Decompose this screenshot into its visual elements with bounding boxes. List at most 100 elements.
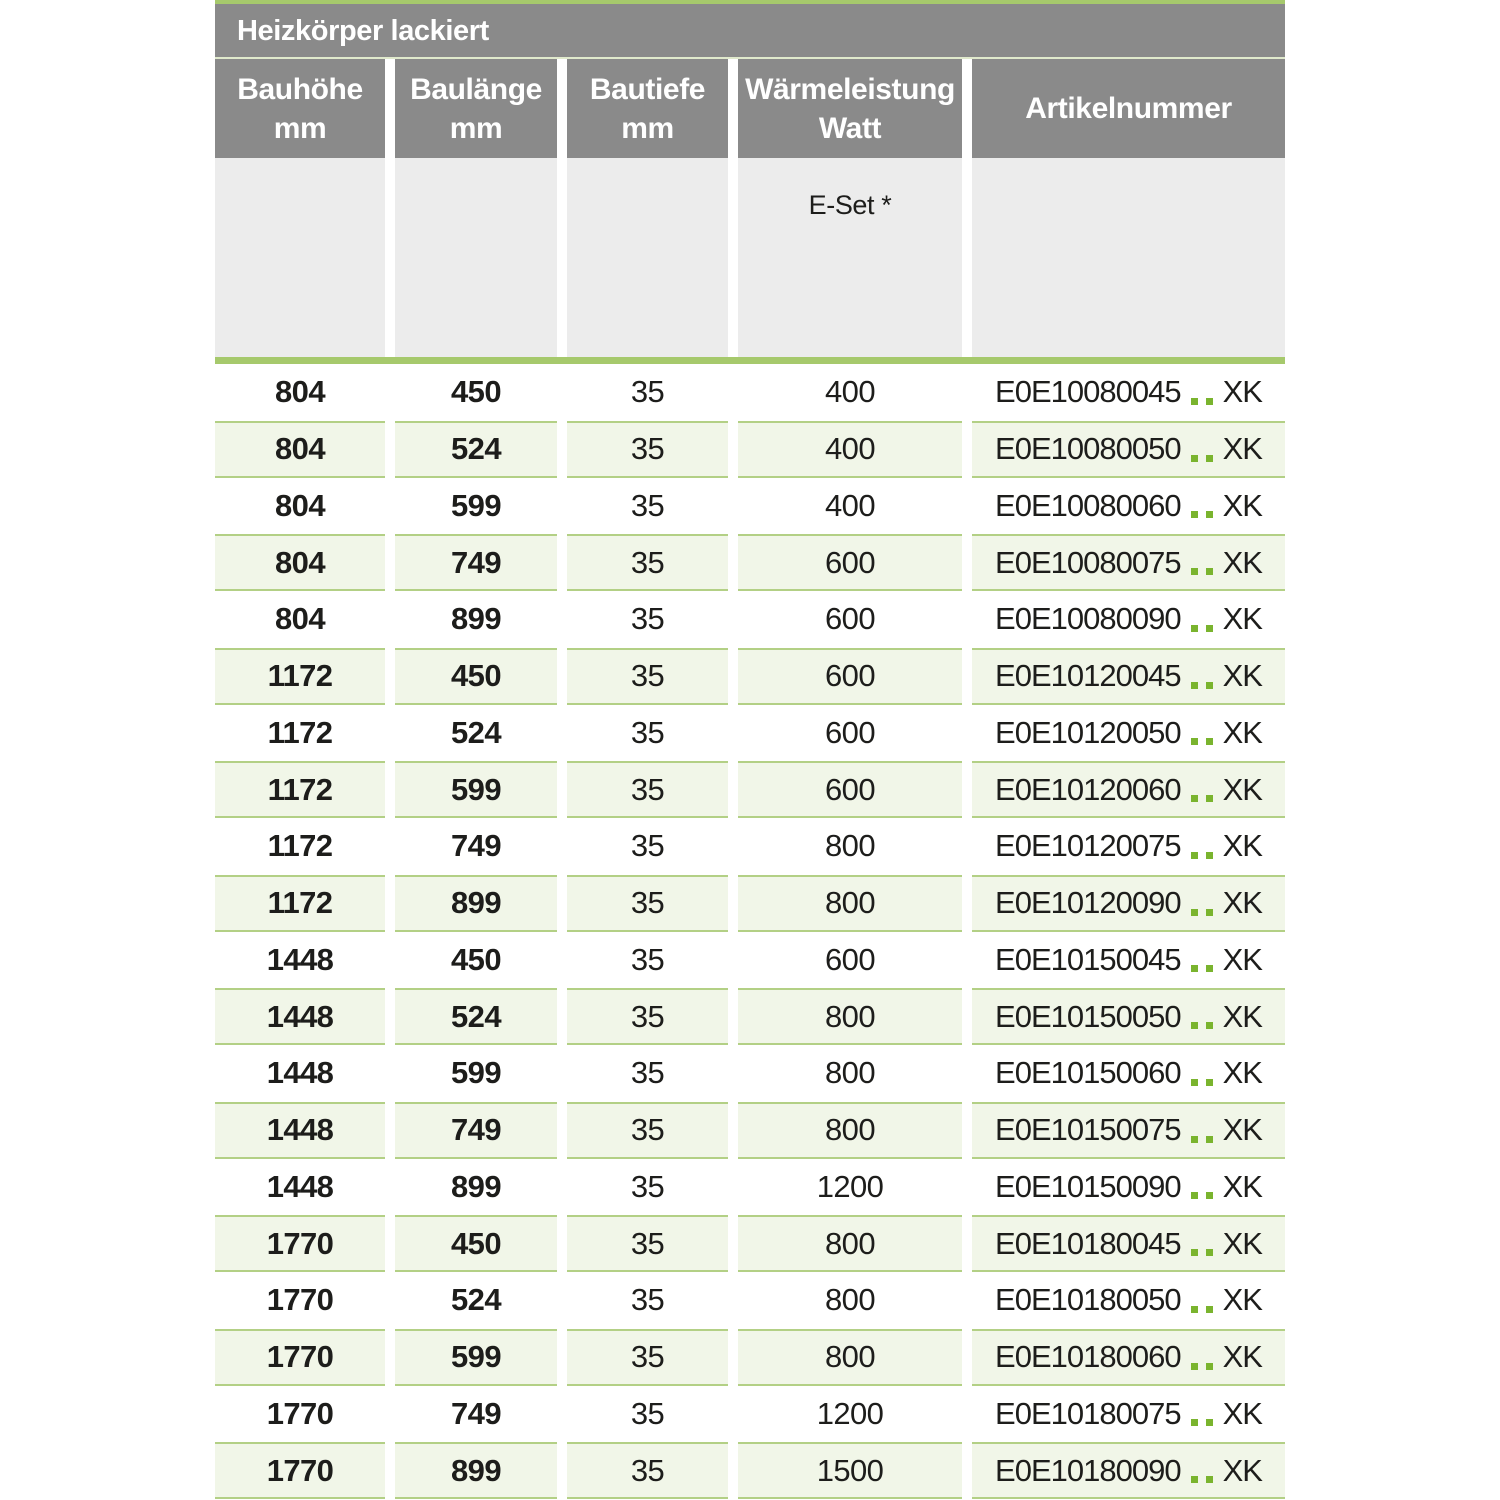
subheader-row: E-Set *: [215, 158, 1285, 357]
baulaenge-cell: 450: [395, 1215, 557, 1272]
table-title: Heizkörper lackiert: [215, 4, 1285, 57]
bauhoehe-cell: 1448: [215, 988, 385, 1045]
column-header-unit: mm: [449, 111, 503, 145]
table-row: 1448 599 35 800 E0E10150060 XK: [215, 1045, 1285, 1102]
bauhoehe-cell: 804: [275, 601, 326, 637]
green-dot-icon: [1190, 908, 1198, 916]
green-dot-icon: [1190, 795, 1198, 803]
watt-cell: 800: [738, 1328, 962, 1386]
green-dot-icon: [1190, 397, 1198, 405]
table-row: 1448 450 35 600 E0E10150045 XK: [215, 932, 1285, 989]
artikelnummer-prefix: E0E10080060: [995, 487, 1182, 523]
green-dot-icon: [1205, 1249, 1213, 1257]
artikelnummer-prefix: E0E10080045: [995, 374, 1182, 410]
green-dot-icon: [1190, 1476, 1198, 1484]
green-dot-icon: [1205, 1022, 1213, 1030]
green-dot-icon: [1205, 681, 1213, 689]
artikelnummer-prefix: E0E10150050: [995, 998, 1182, 1034]
title-separator: [215, 57, 1285, 59]
table-row: 1770 450 35 800 E0E10180045 XK: [215, 1215, 1285, 1272]
top-accent-line: [215, 0, 1285, 4]
artikelnummer-prefix: E0E10150075: [995, 1112, 1182, 1148]
bautiefe-cell: 35: [567, 1328, 728, 1386]
artikelnummer-suffix: XK: [1222, 374, 1263, 410]
artikelnummer-cell: E0E10150050 XK: [972, 988, 1285, 1045]
artikelnummer-suffix: XK: [1222, 1339, 1263, 1375]
bautiefe-cell: 35: [567, 534, 728, 591]
bauhoehe-cell: 1172: [267, 714, 333, 750]
artikelnummer-prefix: E0E10180090: [995, 1452, 1182, 1488]
artikelnummer-suffix: XK: [1222, 1395, 1263, 1431]
green-dot-icon: [1205, 397, 1213, 405]
bauhoehe-cell: 1770: [215, 1442, 385, 1499]
bautiefe-cell: 35: [630, 601, 665, 637]
green-dot-icon: [1205, 624, 1213, 632]
column-header-row: Bauhöhe mm Baulänge mm Bautiefe mm Wärme…: [215, 59, 1285, 158]
table-row: 804 749 35 600 E0E10080075 XK: [215, 534, 1285, 591]
watt-cell: 1200: [816, 1395, 884, 1431]
green-dot-icon: [1190, 454, 1198, 462]
product-spec-table: Heizkörper lackiert Bauhöhe mm Baulänge …: [215, 0, 1285, 1499]
bautiefe-cell: 35: [630, 1168, 665, 1204]
table-row: 804 899 35 600 E0E10080090 XK: [215, 591, 1285, 648]
artikelnummer-suffix: XK: [1222, 1452, 1263, 1488]
artikelnummer-suffix: XK: [1222, 1055, 1263, 1091]
bautiefe-cell: 35: [630, 941, 665, 977]
baulaenge-cell: 599: [451, 1055, 502, 1091]
artikelnummer-suffix: XK: [1222, 544, 1263, 580]
bauhoehe-cell: 1448: [215, 1101, 385, 1159]
artikelnummer-prefix: E0E10150060: [995, 1055, 1182, 1091]
table-row: 804 599 35 400 E0E10080060 XK: [215, 478, 1285, 535]
table-row: 1448 524 35 800 E0E10150050 XK: [215, 988, 1285, 1045]
column-header-bauhoehe: Bauhöhe mm: [215, 59, 385, 158]
artikelnummer-suffix: XK: [1222, 431, 1263, 467]
subheader-cell-artikelnummer: [972, 158, 1285, 357]
artikelnummer-cell: E0E10120090 XK: [972, 874, 1285, 932]
baulaenge-cell: 749: [395, 1101, 557, 1159]
column-header-unit: Watt: [818, 111, 882, 145]
artikelnummer-cell: E0E10120045 XK: [972, 647, 1285, 705]
green-dot-icon: [1190, 1192, 1198, 1200]
baulaenge-cell: 899: [451, 1168, 502, 1204]
baulaenge-cell: 524: [395, 420, 557, 478]
artikelnummer-prefix: E0E10080050: [995, 431, 1182, 467]
watt-cell: 600: [738, 647, 962, 705]
artikelnummer-prefix: E0E10120045: [995, 658, 1182, 694]
subheader-cell-bautiefe: [567, 158, 728, 357]
column-header-artikelnummer: Artikelnummer: [972, 59, 1285, 158]
green-dot-icon: [1190, 1362, 1198, 1370]
bauhoehe-cell: 1172: [267, 828, 333, 864]
column-header-label: Wärmeleistung: [745, 72, 955, 106]
artikelnummer-cell: E0E10120075 XK: [972, 818, 1285, 875]
eset-note: E-Set *: [808, 190, 892, 220]
bautiefe-cell: 35: [567, 988, 728, 1045]
artikelnummer-cell: E0E10180090 XK: [972, 1442, 1285, 1499]
artikelnummer-prefix: E0E10150045: [995, 941, 1182, 977]
artikelnummer-cell: E0E10080045 XK: [972, 364, 1285, 421]
artikelnummer-cell: E0E10180060 XK: [972, 1328, 1285, 1386]
baulaenge-cell: 524: [451, 714, 502, 750]
artikelnummer-prefix: E0E10120075: [995, 828, 1182, 864]
green-dot-icon: [1205, 1078, 1213, 1086]
baulaenge-cell: 599: [395, 761, 557, 818]
green-dot-icon: [1190, 681, 1198, 689]
subheader-cell-waermeleistung: E-Set *: [738, 158, 962, 357]
artikelnummer-cell: E0E10080060 XK: [972, 478, 1285, 535]
baulaenge-cell: 524: [451, 1282, 502, 1318]
bautiefe-cell: 35: [630, 1055, 665, 1091]
green-dot-icon: [1205, 795, 1213, 803]
bautiefe-cell: 35: [630, 714, 665, 750]
bautiefe-cell: 35: [567, 420, 728, 478]
bauhoehe-cell: 804: [215, 420, 385, 478]
artikelnummer-cell: E0E10080090 XK: [972, 591, 1285, 648]
artikelnummer-cell: E0E10180045 XK: [972, 1215, 1285, 1272]
subheader-cell-bauhoehe: [215, 158, 385, 357]
artikelnummer-prefix: E0E10150090: [995, 1168, 1182, 1204]
green-dot-icon: [1205, 1305, 1213, 1313]
baulaenge-cell: 599: [395, 1328, 557, 1386]
artikelnummer-prefix: E0E10180045: [995, 1225, 1182, 1261]
green-dot-icon: [1205, 511, 1213, 519]
bauhoehe-cell: 1448: [266, 1055, 334, 1091]
table-row: 1770 524 35 800 E0E10180050 XK: [215, 1272, 1285, 1329]
table-row: 1448 899 35 1200 E0E10150090 XK: [215, 1159, 1285, 1216]
